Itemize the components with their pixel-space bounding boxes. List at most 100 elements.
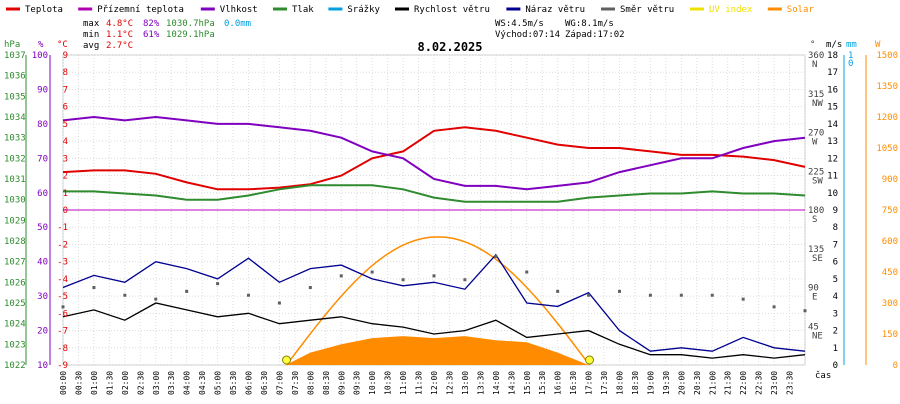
tick-label: 90 [808,284,819,294]
tick-label: 0 [893,361,898,371]
tick-label: 15 [827,103,838,113]
tick-label: 1025 [4,299,26,309]
axes: 1037103610351034103310321031103010291028… [4,51,898,395]
wind-gust-info: WG:8.1m/s [565,19,614,29]
wind-direction-point [154,297,158,301]
tick-label: 11 [827,172,838,182]
time-tick-label: 16:30 [569,371,578,395]
tick-label: 1036 [4,72,26,82]
wind-direction-point [679,293,683,297]
wind-direction-point [525,270,529,274]
tick-label: 0 [63,206,68,216]
tick-label: 1022 [4,361,26,371]
legend-label: Srážky [347,5,380,15]
wind-direction-point [370,270,374,274]
wind-direction-point [308,286,312,289]
time-tick-label: 05:30 [229,371,238,395]
time-tick-label: 11:30 [415,371,424,395]
series-lines [61,115,807,359]
wind-direction-point [339,274,343,278]
unit-ms: m/s [826,40,842,50]
tick-label: 225 [808,167,824,177]
direction-label: N [812,60,817,70]
wind-direction-point [216,282,220,286]
stats-min-temp: 1.1°C [106,30,133,40]
time-tick-label: 16:00 [554,371,563,395]
tick-label: 450 [882,268,898,278]
tick-label: 10 [37,361,48,371]
tick-label: 5 [63,120,68,130]
time-tick-label: 07:00 [275,371,284,395]
tick-label: 0 [833,361,838,371]
solar-measured-area [285,336,589,365]
wind-direction-point [185,289,189,293]
time-tick-label: 18:30 [631,371,640,395]
stats-max-press: 1030.7hPa [166,19,215,29]
stats-max-hum: 82% [143,19,160,29]
direction-label: E [812,293,817,303]
tick-label: -1 [57,223,68,233]
tick-label: 12 [827,154,838,164]
tick-label: 20 [37,327,48,337]
wind-direction-point [463,278,467,282]
time-tick-label: 14:30 [507,371,516,395]
wind-direction-point [710,293,714,297]
direction-label: SE [812,254,823,264]
tick-label: 1037 [4,51,26,61]
tick-label: -2 [57,240,68,250]
time-tick-label: 06:00 [245,371,254,395]
tick-label: 1050 [876,144,898,154]
tick-label: 1026 [4,278,26,288]
tick-label: 1200 [876,113,898,123]
time-tick-label: 05:00 [214,371,223,395]
wind-direction-point [123,293,127,297]
tick-label: 270 [808,129,824,139]
tick-label: 1500 [876,51,898,61]
wind-direction-point [92,286,96,289]
time-tick-label: 10:30 [384,371,393,395]
sunset-info: Západ:17:02 [565,30,625,40]
tick-label: 135 [808,245,824,255]
stats-min-label: min [83,30,99,40]
tick-label: 2 [63,172,68,182]
tick-label: 2 [833,327,838,337]
time-tick-label: 03:00 [152,371,161,395]
tick-label: -4 [57,275,68,285]
time-tick-label: 02:30 [136,371,145,395]
stats-avg-temp: 2.7°C [106,41,133,51]
tick-label: 1027 [4,258,26,268]
legend-label: Tlak [292,5,314,15]
unit-pct: % [38,40,44,50]
unit-mm: mm [846,40,857,50]
tick-label: 600 [882,237,898,247]
tick-label: 80 [37,120,48,130]
tick-label: 30 [37,292,48,302]
tick-label: 7 [63,85,68,95]
wind-direction-point [401,278,405,282]
tick-label: 3 [63,154,68,164]
wind-direction-point [587,293,591,297]
time-tick-label: 11:00 [399,371,408,395]
tick-label: -8 [57,344,68,354]
time-tick-label: 04:30 [198,371,207,395]
time-tick-label: 12:00 [430,371,439,395]
tick-label: 1032 [4,154,26,164]
wind-direction-point [432,274,436,278]
tick-label: 1 [848,51,853,61]
time-tick-label: 22:30 [755,371,764,395]
time-tick-label: 23:30 [786,371,795,395]
tick-label: 1035 [4,92,26,102]
tick-label: 100 [32,51,48,61]
wind-direction-point [772,305,776,309]
direction-label: NE [812,331,823,341]
tick-label: 8 [833,223,838,233]
series-n-raz-v-tru [62,253,806,352]
tick-label: -6 [57,309,68,319]
tick-label: 150 [882,330,898,340]
time-tick-label: 20:00 [677,371,686,395]
time-tick-label: 10:00 [368,371,377,395]
solar-theoretical-line [285,236,591,366]
tick-label: 45 [808,322,819,332]
time-tick-label: 00:30 [74,371,83,395]
